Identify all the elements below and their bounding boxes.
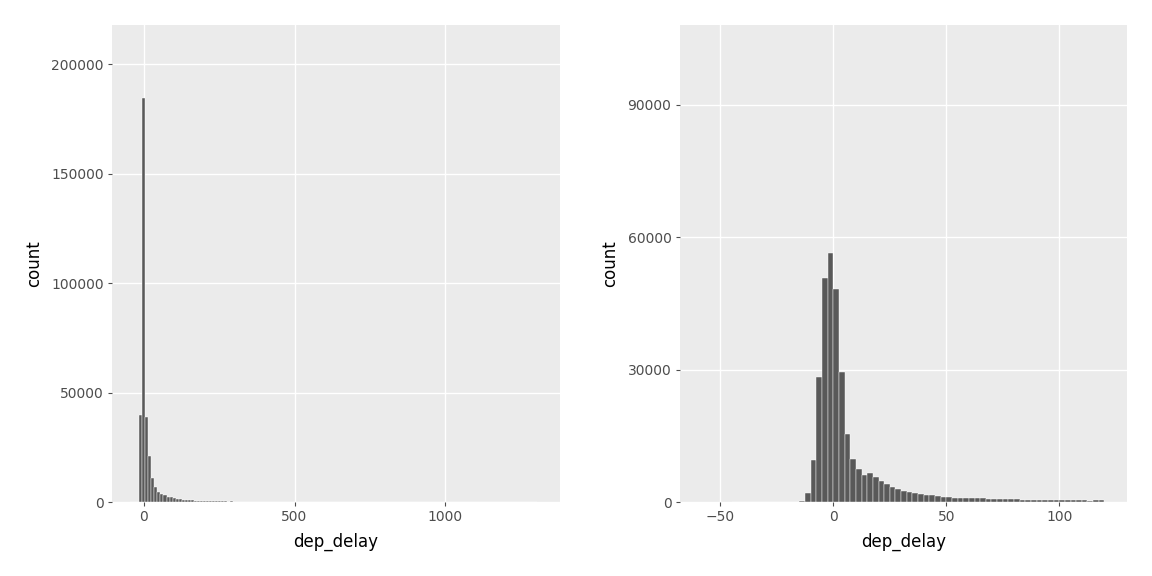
Bar: [169, 497, 173, 502]
Bar: [833, 289, 839, 502]
Bar: [212, 501, 214, 502]
Bar: [839, 372, 844, 502]
Bar: [160, 494, 164, 502]
Bar: [179, 499, 182, 502]
Bar: [184, 500, 188, 502]
Bar: [209, 501, 212, 502]
Bar: [1025, 499, 1031, 502]
Bar: [206, 501, 209, 502]
Bar: [992, 499, 998, 502]
Bar: [175, 499, 179, 502]
Bar: [867, 473, 873, 502]
Bar: [1014, 499, 1020, 502]
Bar: [975, 498, 980, 502]
Bar: [817, 377, 823, 502]
Bar: [957, 498, 963, 502]
X-axis label: dep_delay: dep_delay: [861, 533, 946, 551]
Bar: [1002, 499, 1008, 502]
Bar: [1048, 500, 1054, 502]
Bar: [827, 253, 833, 502]
Bar: [879, 482, 885, 502]
Bar: [173, 498, 175, 502]
Bar: [811, 460, 817, 502]
Bar: [218, 501, 221, 502]
Bar: [143, 98, 145, 502]
Bar: [844, 434, 850, 502]
Bar: [799, 501, 805, 502]
Bar: [856, 469, 862, 502]
Bar: [850, 458, 856, 502]
Bar: [1076, 501, 1082, 502]
Bar: [190, 501, 194, 502]
Bar: [1059, 500, 1064, 502]
Bar: [946, 497, 952, 502]
Bar: [1082, 500, 1087, 502]
Bar: [1070, 501, 1076, 502]
Bar: [823, 278, 827, 502]
Bar: [901, 491, 907, 502]
Bar: [1008, 499, 1014, 502]
Bar: [199, 501, 203, 502]
Bar: [1064, 500, 1070, 502]
Bar: [145, 417, 149, 502]
Bar: [194, 501, 197, 502]
Bar: [912, 493, 918, 502]
Bar: [862, 475, 867, 502]
Bar: [149, 456, 151, 502]
Bar: [182, 499, 184, 502]
Bar: [873, 478, 879, 502]
Y-axis label: count: count: [601, 240, 620, 287]
Bar: [986, 498, 992, 502]
Bar: [1087, 501, 1093, 502]
Bar: [1099, 501, 1105, 502]
Bar: [889, 487, 895, 502]
Bar: [1031, 499, 1037, 502]
Bar: [139, 415, 143, 502]
Bar: [930, 495, 935, 502]
Bar: [963, 498, 969, 502]
Bar: [151, 478, 154, 502]
Bar: [952, 498, 957, 502]
Bar: [167, 497, 169, 502]
X-axis label: dep_delay: dep_delay: [294, 533, 378, 551]
Bar: [154, 487, 158, 502]
Bar: [197, 501, 199, 502]
Bar: [895, 489, 901, 502]
Bar: [158, 492, 160, 502]
Bar: [1037, 500, 1043, 502]
Bar: [1093, 501, 1099, 502]
Bar: [1020, 499, 1025, 502]
Bar: [214, 501, 218, 502]
Bar: [1043, 500, 1048, 502]
Bar: [998, 499, 1002, 502]
Bar: [941, 497, 946, 502]
Bar: [980, 498, 986, 502]
Y-axis label: count: count: [25, 240, 43, 287]
Bar: [969, 498, 975, 502]
Bar: [203, 501, 206, 502]
Bar: [918, 494, 924, 502]
Bar: [907, 492, 912, 502]
Bar: [1054, 500, 1059, 502]
Bar: [164, 495, 167, 502]
Bar: [805, 494, 811, 502]
Bar: [188, 500, 190, 502]
Bar: [924, 495, 930, 502]
Bar: [885, 484, 889, 502]
Bar: [935, 497, 941, 502]
